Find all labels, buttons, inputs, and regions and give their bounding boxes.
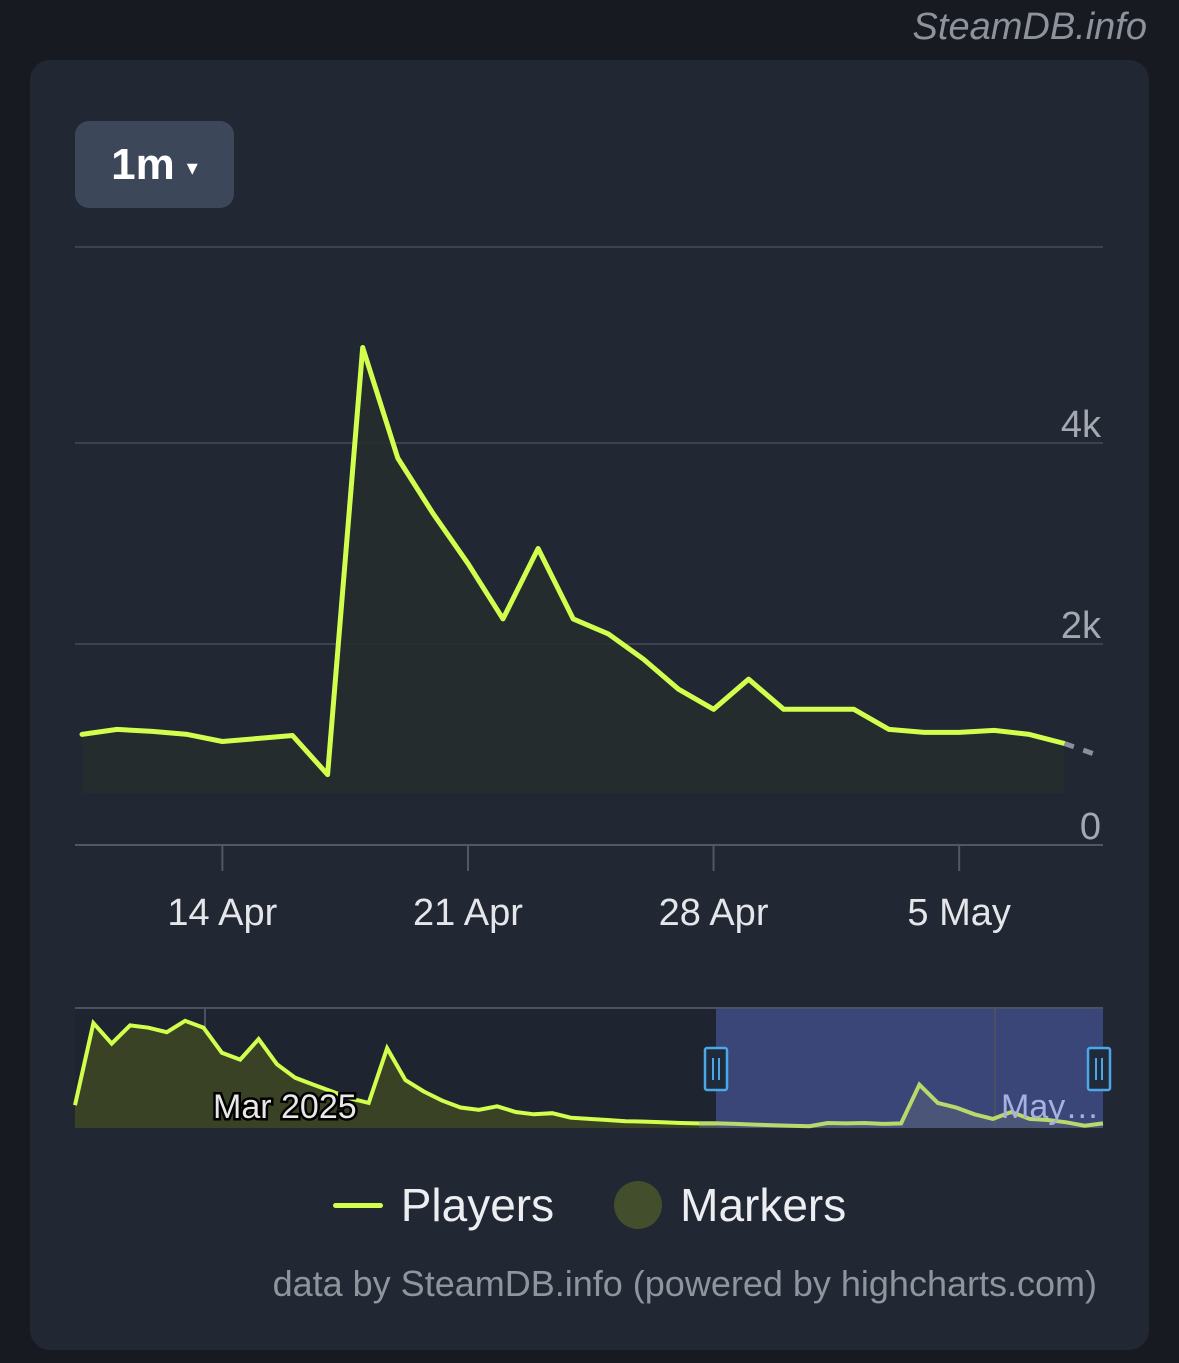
x-tick-label: 14 Apr bbox=[167, 892, 277, 934]
players-line bbox=[79, 345, 1067, 778]
y-tick-label: 2k bbox=[1061, 605, 1102, 647]
projection-line bbox=[1063, 741, 1100, 758]
x-axis: 14 Apr 21 Apr 28 Apr 5 May bbox=[75, 844, 1103, 934]
y-tick-label: 4k bbox=[1061, 404, 1102, 446]
navigator-label: May… bbox=[1001, 1088, 1099, 1126]
navigator-handle-right[interactable] bbox=[1086, 1046, 1112, 1092]
y-tick-label: 0 bbox=[1080, 806, 1101, 848]
legend-label-markers: Markers bbox=[680, 1179, 847, 1231]
handle-grip-icon[interactable] bbox=[1086, 1046, 1112, 1092]
legend-item-markers[interactable]: Markers bbox=[614, 1178, 846, 1232]
navigator-line bbox=[73, 1018, 718, 1126]
chevron-down-icon: ▾ bbox=[186, 154, 198, 180]
players-area bbox=[82, 347, 1065, 793]
legend-label-players: Players bbox=[400, 1179, 555, 1231]
navigator-line-selected bbox=[699, 1081, 1104, 1129]
legend-item-players[interactable]: Players bbox=[332, 1178, 555, 1232]
navigator[interactable]: Mar 2025 May… bbox=[73, 1007, 1112, 1129]
x-tick-label: 5 May bbox=[907, 892, 1010, 934]
x-tick-label: 21 Apr bbox=[413, 892, 523, 934]
watermark: SteamDB.info bbox=[912, 6, 1147, 48]
y-axis: 0 2k 4k bbox=[1061, 404, 1102, 848]
range-selector-button[interactable]: 1m ▾ bbox=[75, 121, 234, 208]
circle-icon bbox=[614, 1181, 663, 1229]
navigator-label: Mar 2025 bbox=[213, 1088, 357, 1126]
credit-text: data by SteamDB.info (powered by highcha… bbox=[272, 1263, 1097, 1304]
navigator-handle-left[interactable] bbox=[703, 1046, 729, 1092]
legend: Players Markers bbox=[30, 1178, 1149, 1232]
chart-card: 1m ▾ 0 2k 4k 14 Apr 21 Apr 28 Apr 5 May Mar 2… bbox=[30, 60, 1149, 1350]
x-tick-label: 28 Apr bbox=[659, 892, 769, 934]
line-icon bbox=[332, 1202, 383, 1208]
range-label: 1m bbox=[111, 139, 175, 189]
handle-grip-icon[interactable] bbox=[703, 1046, 729, 1092]
navigator-area bbox=[75, 1020, 718, 1128]
